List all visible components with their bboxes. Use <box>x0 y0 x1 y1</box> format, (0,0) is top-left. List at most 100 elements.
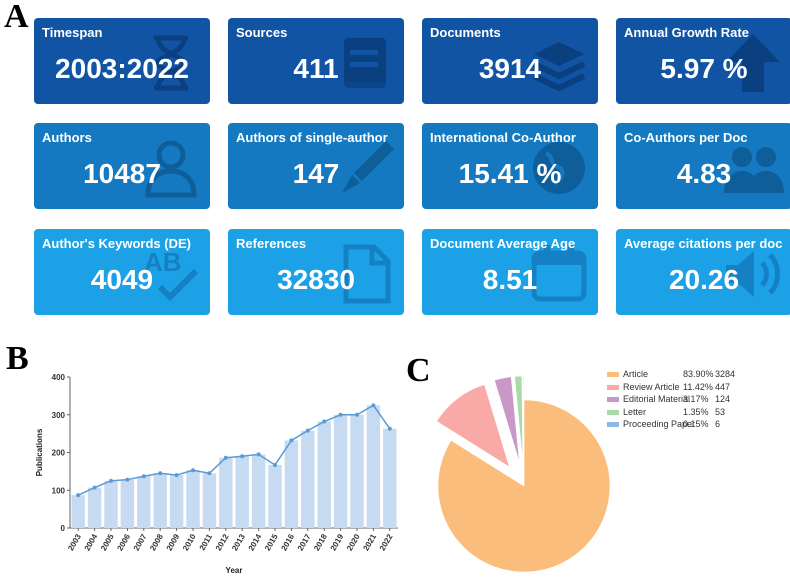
y-tick-label: 400 <box>52 373 66 382</box>
y-tick-label: 200 <box>52 449 66 458</box>
bar <box>251 454 266 528</box>
data-point <box>158 471 163 476</box>
speaker-icon <box>726 251 780 297</box>
card-title: Authors of single-author <box>236 130 388 145</box>
summary-card: AB Author's Keywords (DE) 4049 <box>34 229 210 315</box>
svg-text:AB: AB <box>144 247 182 277</box>
legend-count: 3284 <box>715 369 736 379</box>
spellcheck-icon: AB <box>144 247 199 302</box>
legend-swatch <box>607 409 619 415</box>
legend-count: 447 <box>715 381 731 392</box>
card-title: Timespan <box>42 25 103 40</box>
summary-card: References 32830 <box>228 229 404 315</box>
card-title: Average citations per doc <box>624 236 783 251</box>
data-point <box>240 454 245 459</box>
summary-card: Timespan 2003:2022 <box>34 18 210 104</box>
data-point <box>387 426 392 431</box>
bar <box>301 430 315 528</box>
legend-label: Letter <box>623 406 647 417</box>
bar <box>186 470 200 528</box>
card-title: Authors <box>42 130 92 145</box>
summary-card: International Co-Author 15.41 % <box>422 123 598 209</box>
bar <box>120 479 135 528</box>
user-icon <box>145 140 197 198</box>
bar <box>317 421 331 528</box>
bar <box>350 414 364 528</box>
bar <box>153 473 167 528</box>
card-title: Sources <box>236 25 288 40</box>
card-title: International Co-Author <box>430 130 576 145</box>
calendar-icon <box>531 245 587 302</box>
summary-card: Documents 3914 <box>422 18 598 104</box>
bar <box>333 414 348 528</box>
data-point <box>338 412 343 417</box>
summary-card: Average citations per doc 20.26 <box>616 229 790 315</box>
legend-percent: 0.15% <box>683 419 709 429</box>
bar <box>137 476 151 528</box>
file-icon <box>343 244 391 304</box>
data-point <box>207 471 212 476</box>
legend-count: 124 <box>715 394 731 404</box>
card-value: 147 <box>292 158 340 189</box>
card-title: Documents <box>430 25 501 40</box>
legend-swatch <box>607 372 619 377</box>
data-point <box>174 473 179 478</box>
y-tick-label: 100 <box>52 486 66 495</box>
bar <box>284 440 299 528</box>
data-point <box>289 438 294 443</box>
card-value: 4.83 <box>676 158 732 189</box>
legend-label: Review Article <box>623 381 680 392</box>
card-value: 5.97 % <box>660 53 748 84</box>
data-point <box>92 485 97 490</box>
card-value: 15.41 % <box>458 158 562 189</box>
card-title: Author's Keywords (DE) <box>42 236 191 251</box>
y-axis-label: Publications <box>35 428 44 476</box>
summary-card: Authors of single-author 147 <box>228 123 404 209</box>
panel-label-a: A <box>4 0 29 35</box>
card-value: 411 <box>293 53 339 84</box>
legend-count: 53 <box>715 406 726 417</box>
card-title: Annual Growth Rate <box>624 25 749 40</box>
x-axis-label: Year <box>226 566 243 575</box>
data-point <box>273 462 277 467</box>
pie-slice <box>514 375 524 463</box>
legend-percent: 1.35% <box>683 406 709 417</box>
data-point <box>256 452 261 457</box>
card-value: 10487 <box>83 158 161 189</box>
card-value: 3914 <box>478 53 542 84</box>
panel-label-c: C <box>406 352 431 389</box>
summary-card: Co-Authors per Doc 4.83 <box>616 123 790 209</box>
data-point <box>223 455 228 460</box>
data-point <box>322 419 327 424</box>
card-title: Document Average Age <box>430 236 576 251</box>
card-title: Co-Authors per Doc <box>624 130 748 145</box>
legend-label: Proceeding Paper <box>623 419 696 429</box>
series-line <box>77 404 391 496</box>
card-value: 20.26 <box>668 264 740 295</box>
data-point <box>141 474 146 479</box>
bar <box>202 473 217 528</box>
arrow-up-icon <box>726 34 780 92</box>
hourglass-icon <box>154 35 188 91</box>
data-point <box>125 477 130 482</box>
bar <box>219 457 233 528</box>
y-tick-label: 300 <box>52 411 66 420</box>
card-value: 8.51 <box>482 264 538 295</box>
bar <box>104 480 118 528</box>
legend-count: 6 <box>715 419 721 429</box>
pie-slice <box>522 375 525 463</box>
bar <box>235 456 249 528</box>
layers-icon <box>532 42 586 92</box>
data-point <box>355 412 359 417</box>
legend-label: Editorial Material <box>623 394 691 404</box>
legend-swatch <box>607 422 619 427</box>
card-value: 32830 <box>277 264 355 295</box>
pie-slice <box>494 376 520 463</box>
summary-card: Document Average Age 8.51 <box>422 229 598 315</box>
globe-icon <box>533 142 585 194</box>
data-point <box>305 428 310 433</box>
data-point <box>76 493 81 498</box>
legend-percent: 83.90% <box>683 369 714 379</box>
